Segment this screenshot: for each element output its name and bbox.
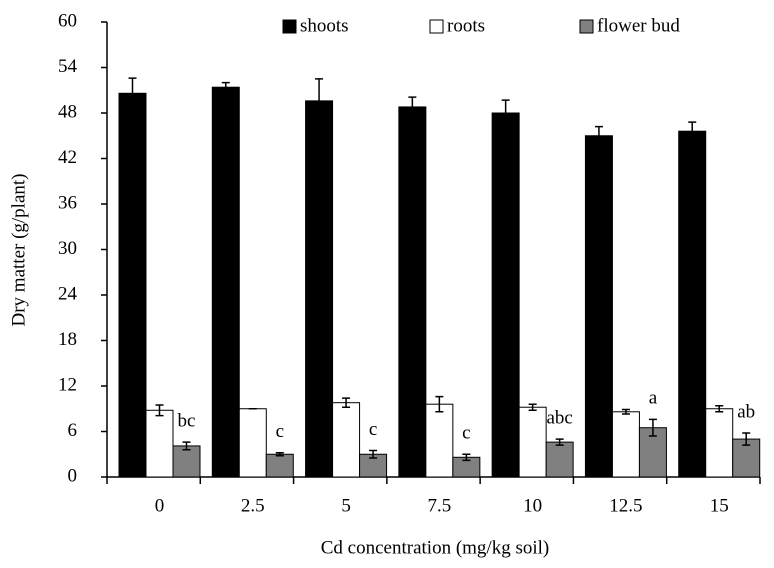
x-tick-label: 12.5: [609, 495, 642, 516]
legend-label: shoots: [300, 15, 349, 36]
error-bar: [155, 404, 164, 417]
bar: [265, 453, 294, 478]
legend-swatch: [282, 19, 297, 34]
annotation: c: [276, 421, 284, 442]
annotation: c: [462, 423, 470, 444]
error-bar: [594, 125, 603, 146]
annotation: c: [369, 419, 377, 440]
error-bar: [688, 121, 697, 142]
x-tick-label: 15: [710, 495, 729, 516]
x-tick-label: 10: [523, 495, 542, 516]
error-bar: [435, 395, 444, 413]
error-bar: [275, 451, 284, 457]
x-tick-label: 7.5: [427, 495, 451, 516]
bar: [118, 92, 147, 478]
annotation: bc: [178, 410, 196, 431]
error-bar: [621, 408, 630, 415]
bar: [518, 406, 547, 478]
x-tick-label: 0: [155, 495, 165, 516]
error-bar: [221, 81, 230, 93]
error-bar: [408, 96, 417, 118]
error-bar: [648, 418, 657, 437]
y-tick-label: 6: [68, 420, 78, 441]
error-bar: [715, 404, 724, 413]
error-bar: [342, 397, 351, 408]
annotation: abc: [546, 407, 572, 428]
bar: [584, 135, 613, 478]
bar: [425, 403, 454, 478]
y-tick-label: 60: [58, 10, 77, 31]
bar: [398, 106, 427, 478]
annotation: ab: [737, 401, 755, 422]
x-axis-label: Cd concentration (mg/kg soil): [321, 537, 549, 558]
error-bar: [501, 99, 510, 127]
legend-label: roots: [447, 15, 485, 36]
bar: [145, 409, 174, 478]
error-bar: [462, 453, 471, 462]
y-tick-label: 42: [58, 147, 77, 168]
bar: [238, 408, 267, 478]
error-bar: [315, 78, 324, 124]
bar: [705, 408, 734, 478]
y-tick-label: 18: [58, 329, 77, 350]
bar: [211, 86, 240, 478]
error-bar: [182, 441, 191, 451]
legend-swatch: [429, 19, 444, 34]
error-bar: [742, 432, 751, 446]
y-tick-label: 36: [58, 192, 77, 213]
bar: [678, 130, 707, 478]
y-tick-label: 24: [58, 283, 78, 304]
error-bar: [128, 77, 137, 110]
annotation: a: [649, 388, 658, 409]
error-bar: [555, 438, 564, 446]
bar: [172, 445, 201, 478]
bar: [491, 112, 520, 478]
y-tick-label: 0: [68, 465, 78, 486]
y-tick-label: 30: [58, 238, 77, 259]
y-axis-label: Dry matter (g/plant): [8, 173, 29, 326]
y-tick-label: 54: [58, 56, 78, 77]
y-tick-label: 12: [58, 374, 77, 395]
y-tick-label: 48: [58, 101, 77, 122]
error-bar: [528, 403, 537, 412]
bar: [545, 441, 574, 478]
x-tick-label: 2.5: [241, 495, 265, 516]
bar: [332, 402, 361, 478]
bar: [611, 411, 640, 478]
x-tick-label: 5: [341, 495, 351, 516]
bar: [305, 100, 334, 478]
legend-label: flower bud: [597, 15, 680, 36]
legend-swatch: [579, 19, 594, 34]
error-bar: [369, 449, 378, 459]
